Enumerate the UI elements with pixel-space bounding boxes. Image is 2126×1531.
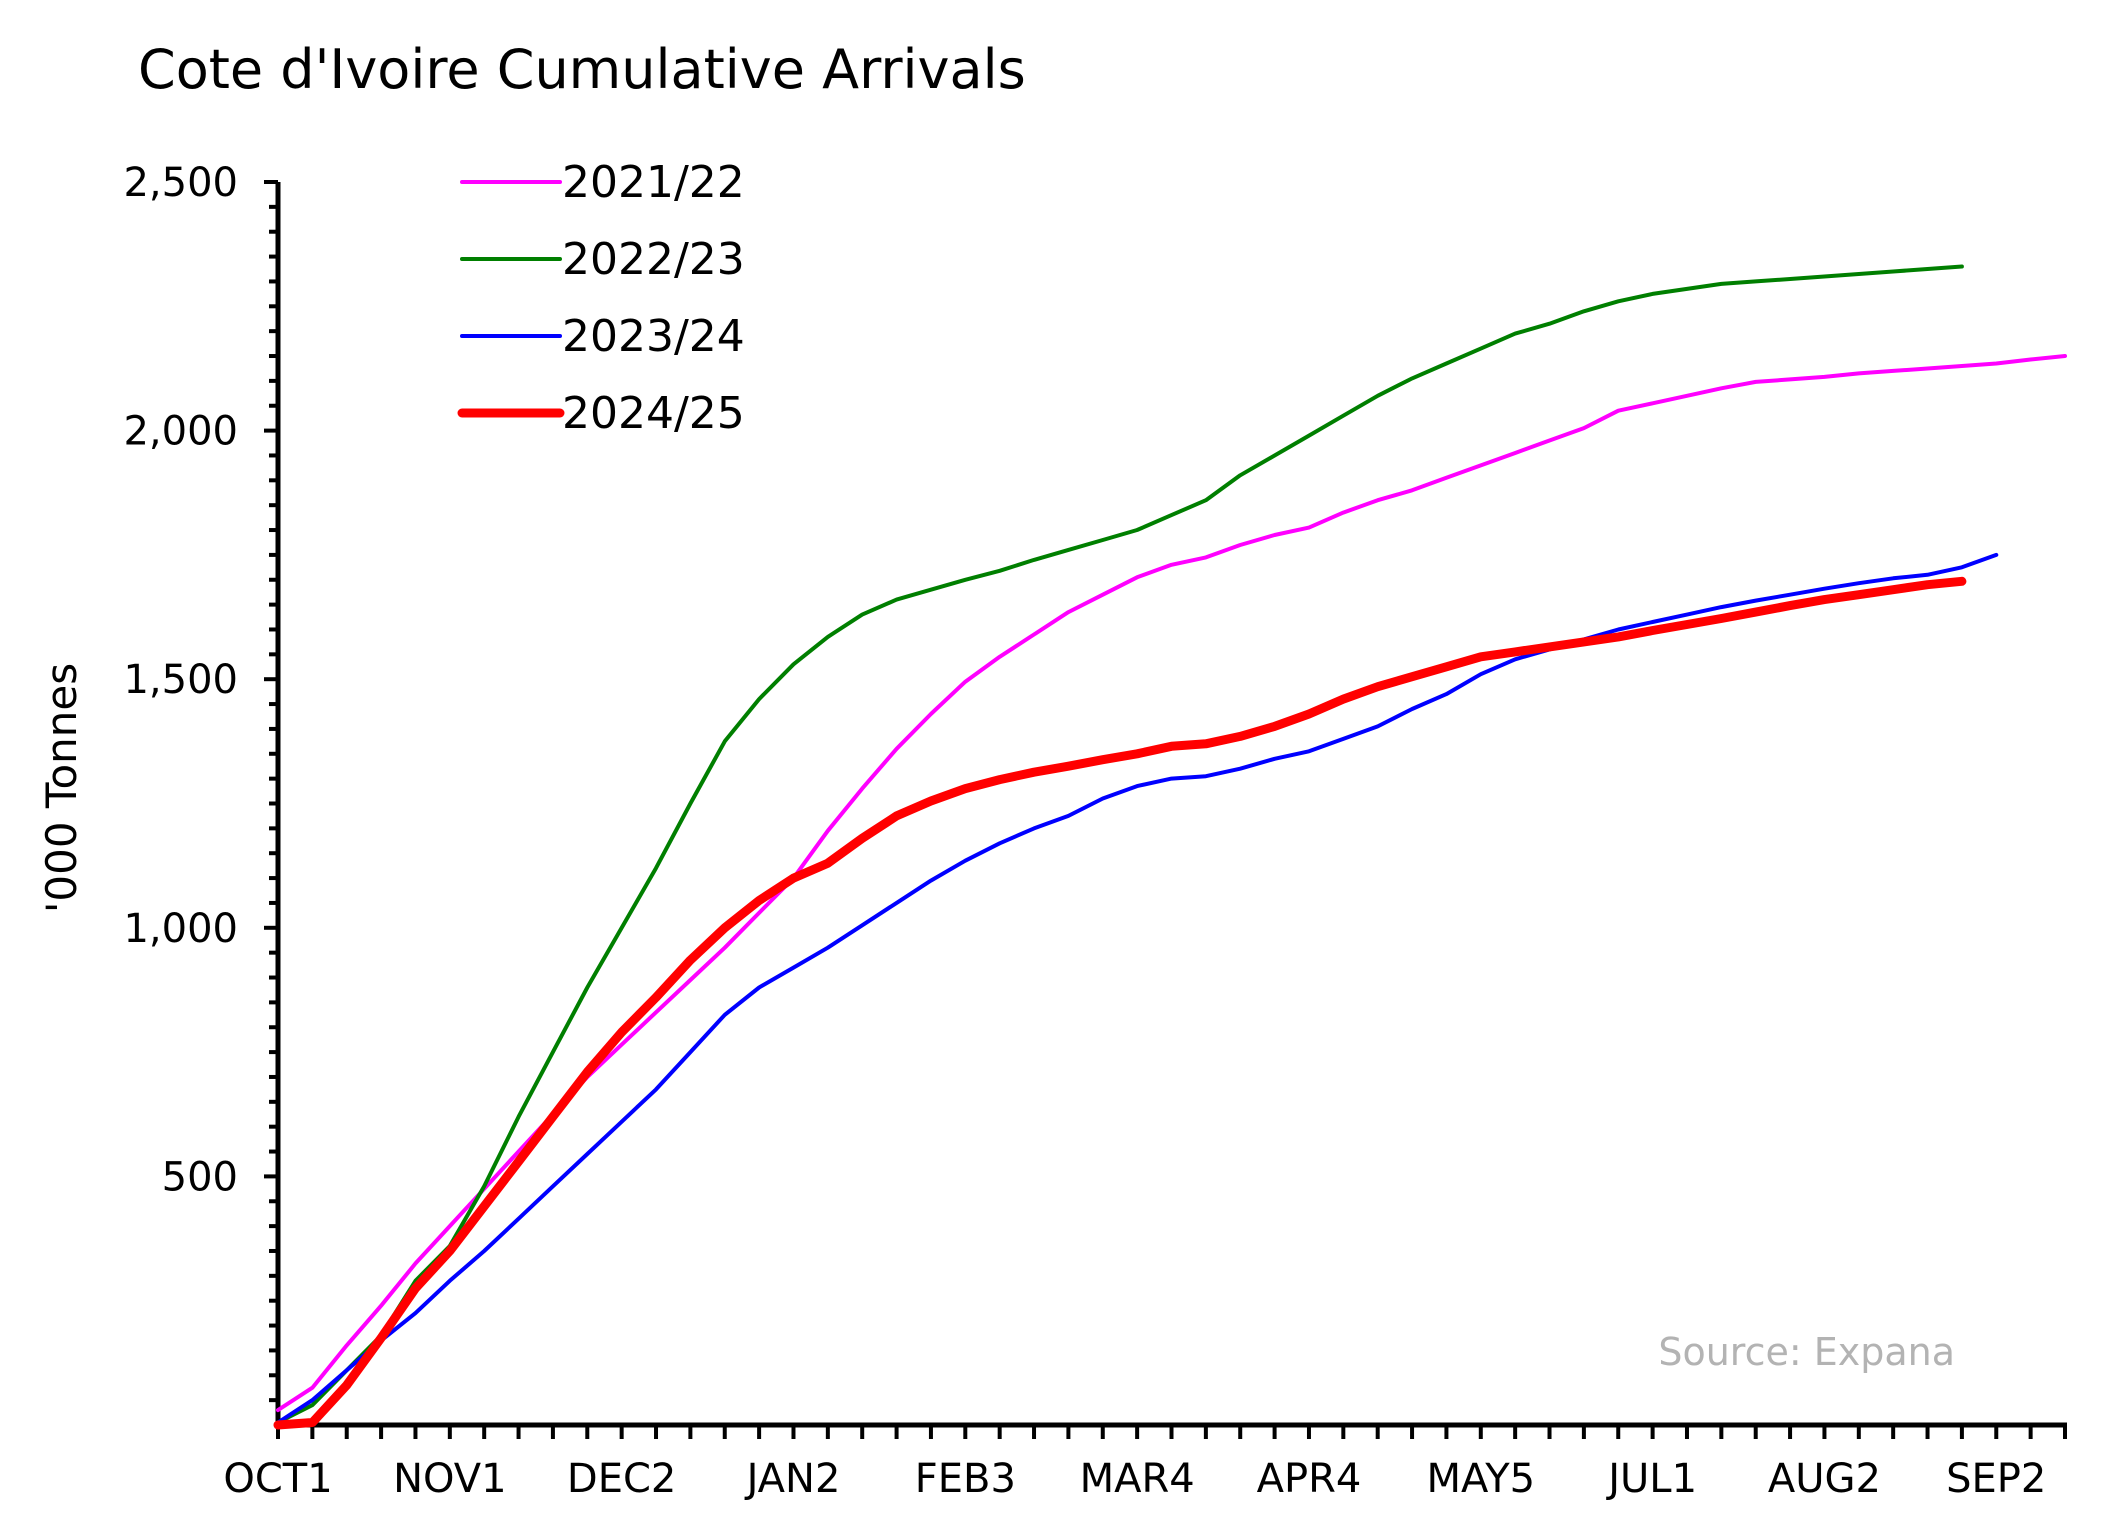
- source-note: Source: Expana: [1658, 1330, 1955, 1374]
- x-tick-label: DEC2: [567, 1456, 676, 1502]
- series-line-2023-24: [276, 552, 1999, 1425]
- x-tick-label: APR4: [1257, 1456, 1362, 1502]
- legend: 2021/22 2022/23 2023/24 2024/25: [457, 157, 745, 439]
- x-tick-label: SEP2: [1946, 1456, 2046, 1502]
- chart-title: Cote d'Ivoire Cumulative Arrivals: [138, 38, 1026, 101]
- legend-label: 2021/22: [562, 157, 745, 208]
- legend-label: 2024/25: [562, 388, 745, 439]
- y-tick-label: 1,500: [123, 657, 238, 703]
- y-tick-label: 1,000: [123, 906, 238, 952]
- legend-label: 2023/24: [562, 311, 745, 362]
- series-line-2024-25: [273, 576, 1967, 1430]
- x-tick-label: AUG2: [1768, 1456, 1881, 1502]
- series-layer: [273, 264, 2067, 1430]
- y-tick-label: 500: [162, 1154, 238, 1200]
- x-tick-label: MAY5: [1426, 1456, 1535, 1502]
- series-line-2022-23: [276, 264, 1964, 1425]
- x-tick-label: OCT1: [223, 1456, 332, 1502]
- x-tick-label: JUL1: [1605, 1456, 1697, 1502]
- x-tick-label: NOV1: [393, 1456, 507, 1502]
- y-axis-label: '000 Tonnes: [37, 663, 86, 913]
- x-tick-label: MAR4: [1080, 1456, 1195, 1502]
- axes: 500 1,000 1,500 2,000 2,500 OCT1 NOV1 DEC2 JAN2 F…: [123, 160, 2067, 1502]
- y-tick-label: 2,000: [123, 409, 238, 455]
- x-tick-label: JAN2: [744, 1456, 841, 1502]
- y-tick-label: 2,500: [123, 160, 238, 206]
- legend-label: 2022/23: [562, 234, 745, 285]
- x-tick-label: FEB3: [915, 1456, 1016, 1502]
